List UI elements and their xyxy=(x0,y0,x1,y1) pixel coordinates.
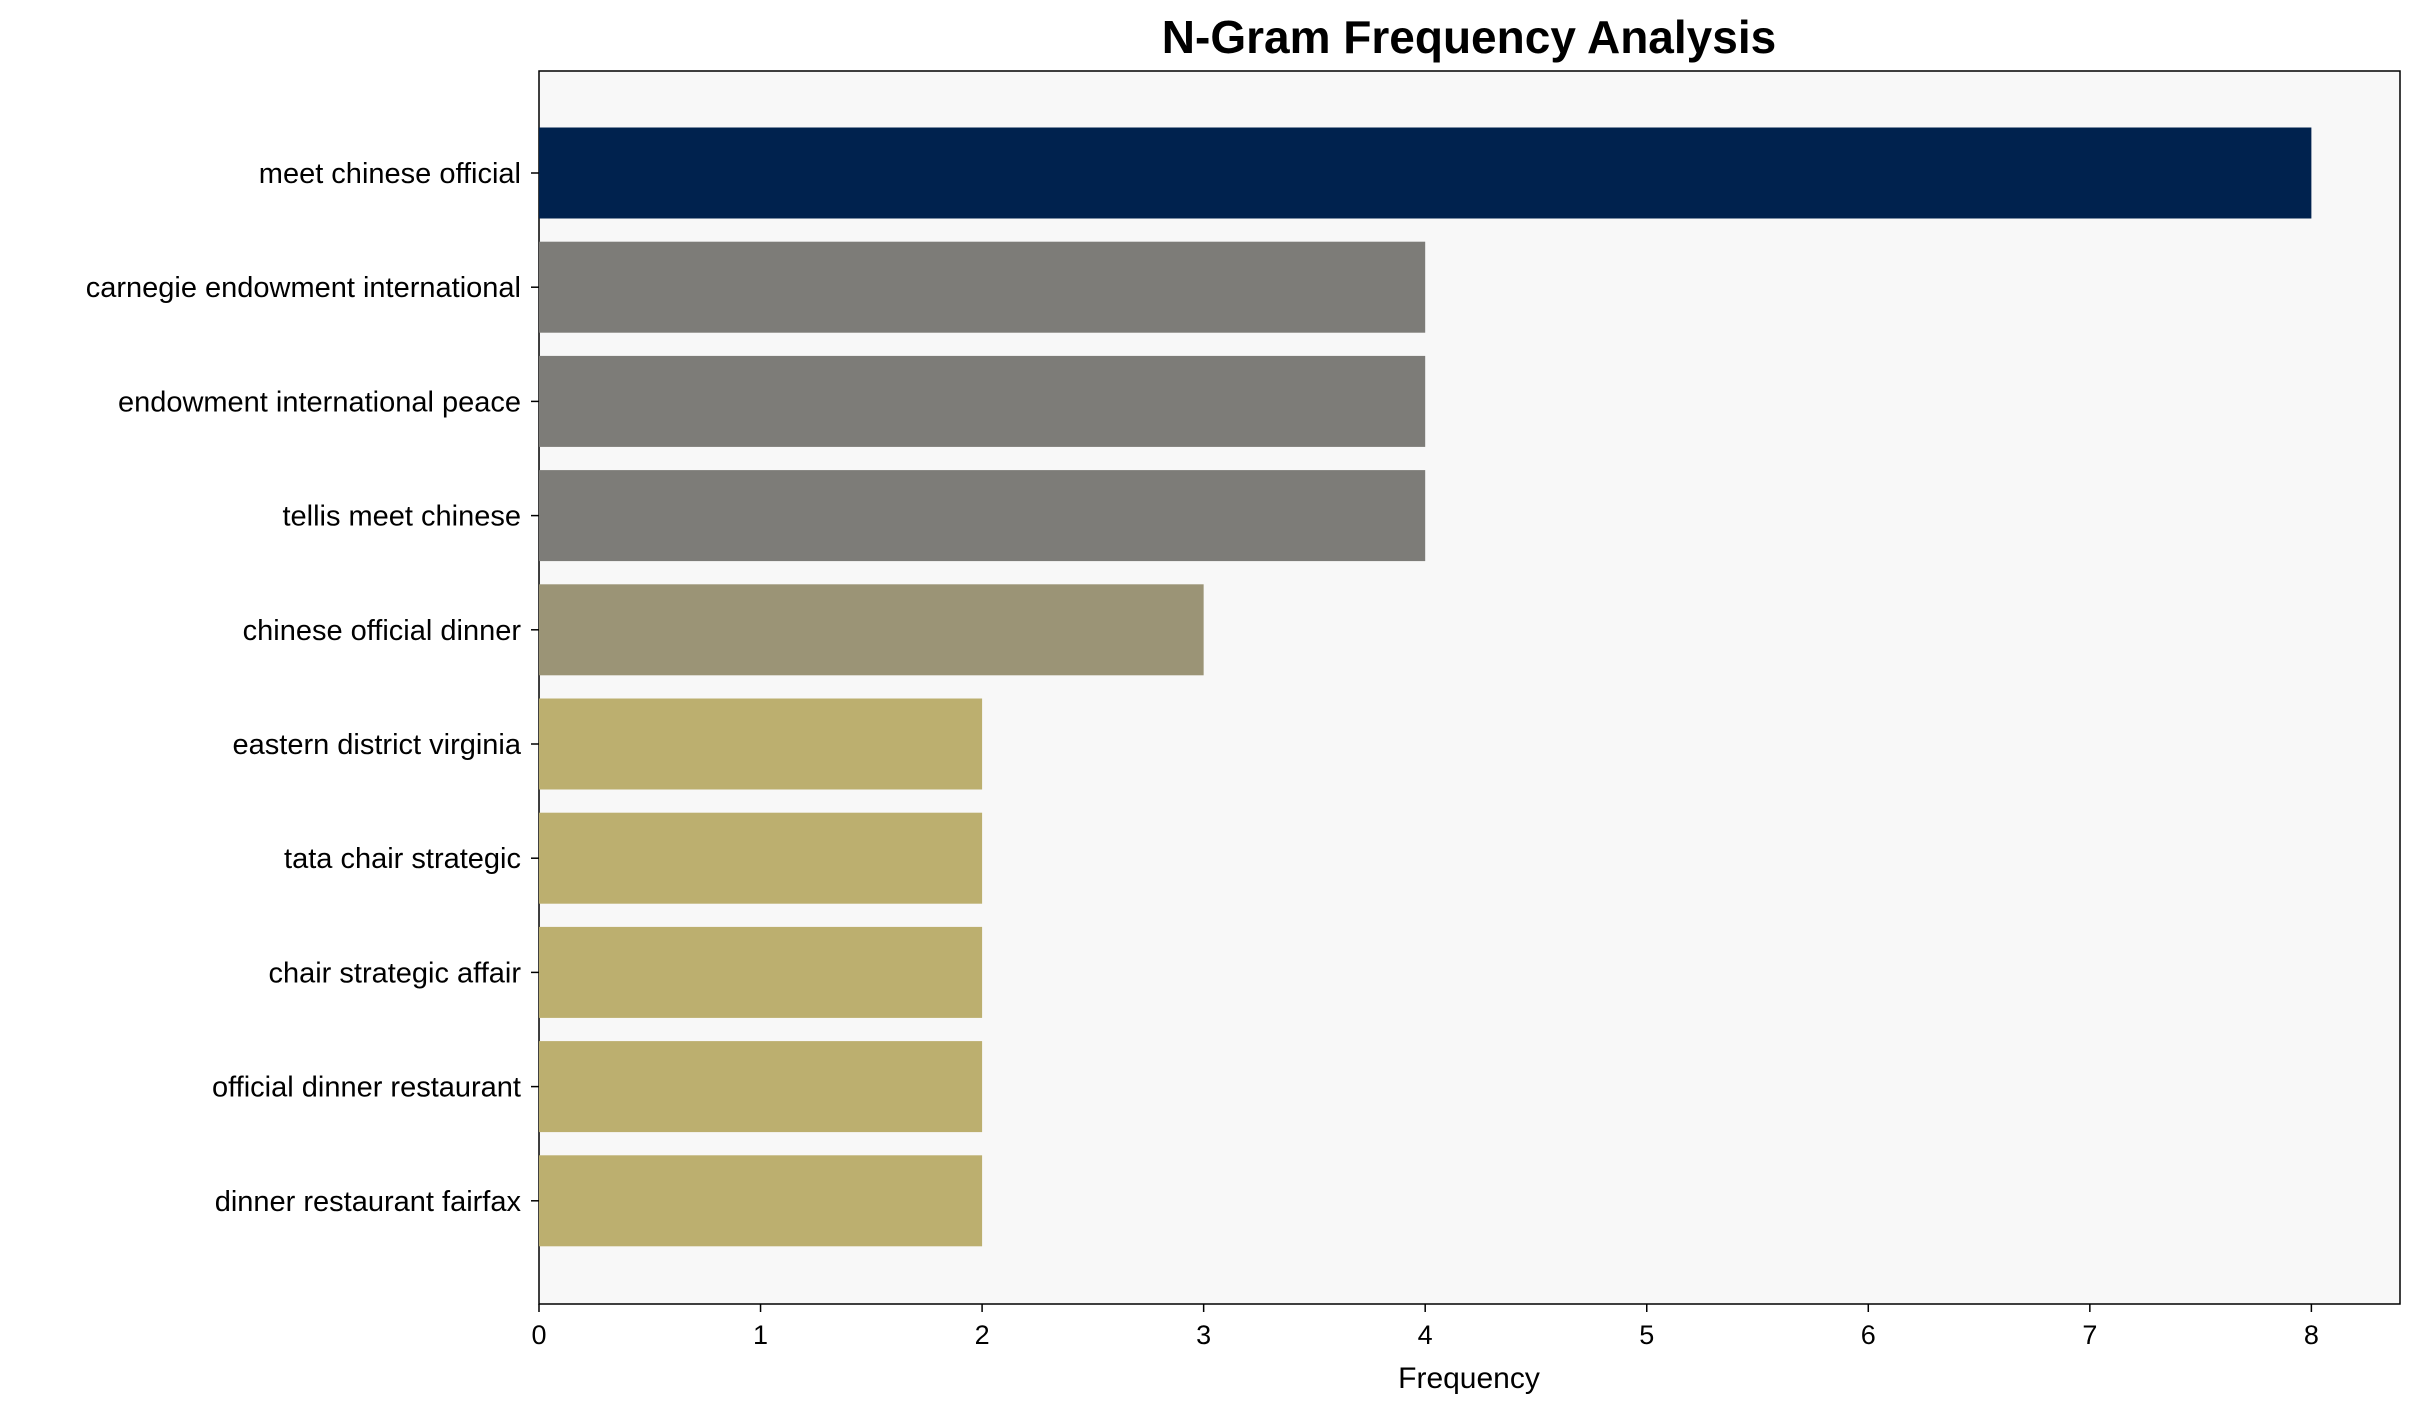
y-tick-label: chair strategic affair xyxy=(268,957,521,989)
bar xyxy=(539,584,1204,676)
y-tick-label: meet chinese official xyxy=(259,158,521,190)
x-tick-label: 5 xyxy=(1639,1320,1654,1350)
y-tick-label: tata chair strategic xyxy=(284,843,521,875)
x-axis-label: Frequency xyxy=(1398,1362,1540,1395)
x-tick-label: 7 xyxy=(2082,1320,2097,1350)
bar xyxy=(539,926,983,1018)
x-tick-label: 2 xyxy=(975,1320,990,1350)
bar xyxy=(539,355,1426,447)
x-tick-label: 1 xyxy=(753,1320,768,1350)
y-tick-label: chinese official dinner xyxy=(243,615,522,647)
x-tick-label: 6 xyxy=(1861,1320,1876,1350)
bar xyxy=(539,241,1426,333)
x-tick-label: 0 xyxy=(531,1320,546,1350)
y-tick-label: carnegie endowment international xyxy=(86,272,521,304)
chart-title: N-Gram Frequency Analysis xyxy=(1162,11,1776,63)
y-tick-label: endowment international peace xyxy=(118,386,521,418)
x-tick-label: 3 xyxy=(1196,1320,1211,1350)
y-tick-label: dinner restaurant fairfax xyxy=(215,1186,522,1218)
bar xyxy=(539,1041,983,1133)
y-tick-label: tellis meet chinese xyxy=(282,501,521,533)
bar xyxy=(539,698,983,790)
y-tick-label: official dinner restaurant xyxy=(212,1072,521,1104)
bar xyxy=(539,470,1426,562)
x-tick-label: 4 xyxy=(1418,1320,1433,1350)
bar xyxy=(539,812,983,904)
x-tick-label: 8 xyxy=(2304,1320,2319,1350)
y-tick-label: eastern district virginia xyxy=(233,729,522,761)
bar xyxy=(539,1155,983,1247)
bar xyxy=(539,127,2312,219)
